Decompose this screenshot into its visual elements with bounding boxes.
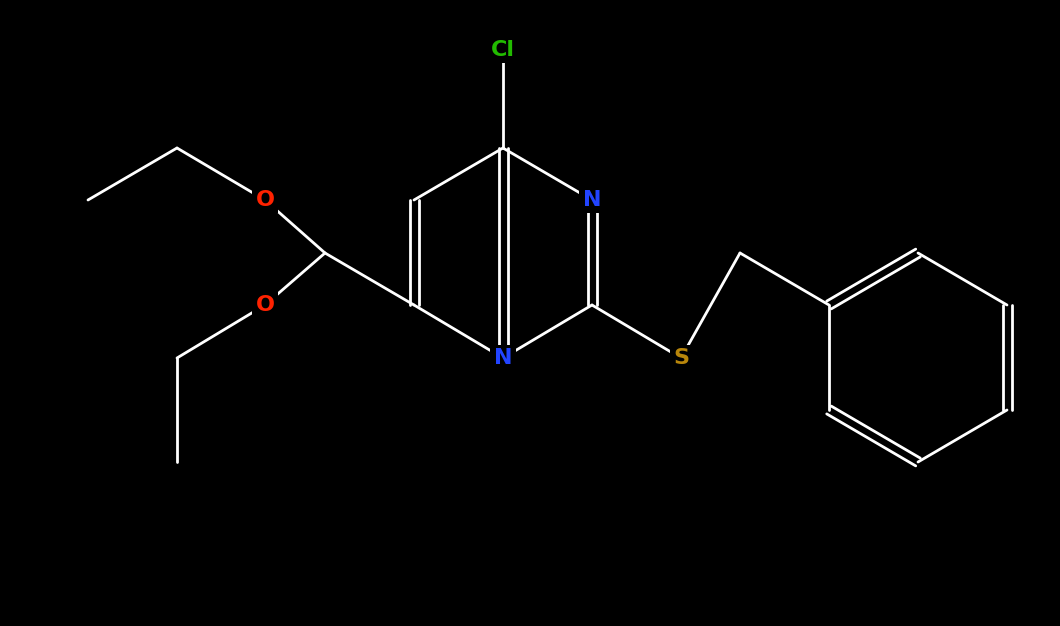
Text: O: O: [255, 295, 275, 315]
Text: N: N: [583, 190, 601, 210]
Text: N: N: [494, 348, 512, 368]
Text: O: O: [255, 190, 275, 210]
Text: Cl: Cl: [491, 40, 515, 60]
Text: S: S: [673, 348, 689, 368]
